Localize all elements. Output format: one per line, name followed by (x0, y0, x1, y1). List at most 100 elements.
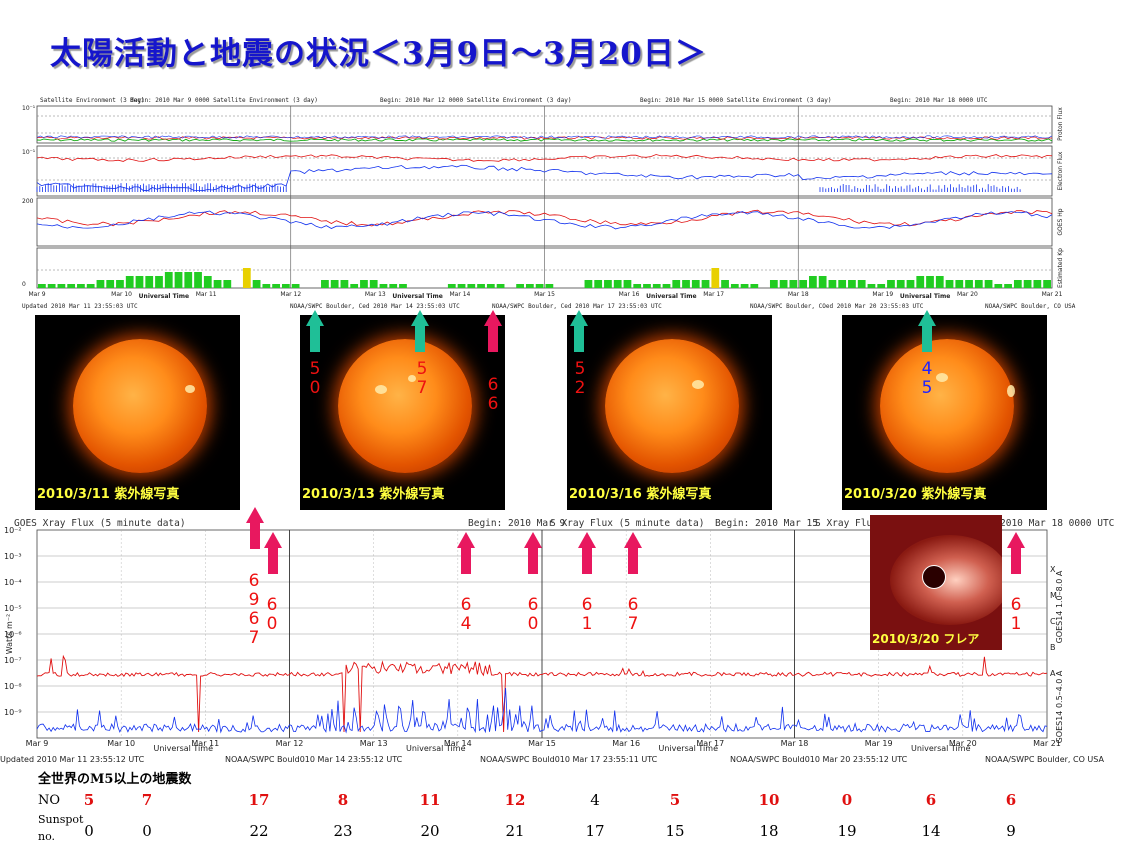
kp-bar (643, 284, 651, 288)
arrow-up-icon (624, 532, 642, 576)
earthquake-count: 4 (590, 791, 600, 809)
kp-bar (477, 284, 485, 288)
kp-bar (867, 284, 876, 288)
kp-bar (535, 284, 544, 288)
kp-bar (828, 280, 837, 288)
panel-label: Estimated Kp (1057, 248, 1064, 288)
kp-bar (740, 284, 749, 288)
kp-bar (691, 280, 700, 288)
x-tick: Mar 9 (28, 291, 45, 298)
kp-bar (213, 280, 222, 288)
kp-bar (994, 284, 1003, 288)
kp-bar (613, 280, 622, 288)
kp-bar (955, 280, 964, 288)
arrow-up-icon (578, 532, 596, 576)
magnitude-label: 5 0 (309, 359, 321, 398)
kp-bar (916, 276, 925, 288)
plot-footer: Updated 2010 Mar 11 23:55:03 UTC (22, 303, 138, 310)
earthquake-count: 7 (141, 791, 153, 809)
x-tick: Mar 9 (26, 739, 49, 748)
arrow-up-icon (918, 310, 936, 354)
sunspot-count: 17 (585, 822, 605, 840)
kp-bar (857, 280, 866, 288)
kp-bar (164, 272, 173, 288)
y-tick: 10⁻⁸ (4, 682, 22, 691)
plot-header: S Xray Flux (5 (815, 518, 895, 529)
no-row-label: NO (38, 793, 61, 808)
plot-footer: NOAA/SWPC Boulder, CO USA (985, 755, 1105, 764)
kp-bar (467, 284, 476, 288)
sunspot-count: 21 (505, 822, 525, 840)
kp-bar (769, 280, 778, 288)
kp-bar (1004, 284, 1012, 288)
plot-header: Begin: 2010 Mar 18 0000 UTC (890, 97, 988, 104)
kp-bar (447, 284, 456, 288)
kp-bar (779, 280, 788, 288)
magnitude-label: 4 5 (921, 359, 933, 398)
x-tick: Mar 18 (781, 739, 809, 748)
kp-bar (86, 284, 95, 288)
kp-bar (457, 284, 466, 288)
kp-bar (838, 280, 847, 288)
kp-bar (194, 272, 202, 288)
magnitude-label: 6 9 6 7 (248, 571, 260, 648)
plot-header: Begin: 2010 Mar 15 0000 Satellite Enviro… (640, 97, 831, 104)
kp-bar (379, 284, 388, 288)
kp-bar (809, 276, 817, 288)
sun-image-mar16: 2010/3/16 紫外線写真 (567, 315, 772, 510)
plot-header: S Xray Flux (5 minute data) (550, 518, 704, 529)
axis-label: Universal Time (392, 293, 442, 300)
kp-bar (106, 280, 115, 288)
y-tick: 10⁻¹ (22, 149, 36, 156)
x-tick: Mar 21 (1042, 291, 1063, 298)
kp-bar (1013, 280, 1022, 288)
y-tick: 10⁻³ (4, 552, 22, 561)
y-tick: 10⁻⁹ (4, 708, 22, 717)
x-tick: Mar 14 (444, 739, 472, 748)
kp-bar (633, 284, 642, 288)
x-tick: Mar 20 (957, 291, 978, 298)
kp-bar (652, 284, 661, 288)
axis-label: Universal Time (646, 293, 696, 300)
earthquake-count: 0 (841, 791, 853, 809)
earthquake-count: 12 (504, 791, 526, 809)
kp-bar (399, 284, 407, 288)
kp-bar (584, 280, 593, 288)
kp-bar (116, 280, 124, 288)
sunspot-count: 19 (837, 822, 857, 840)
kp-bar (330, 280, 339, 288)
magnitude-label: 6 0 (527, 595, 539, 634)
y-tick: 10⁻² (4, 526, 22, 535)
series-label-short: GOES14 0.5–4.0 A (1055, 670, 1064, 743)
plot-footer: Updated 2010 Mar 11 23:55:12 UTC (0, 755, 145, 764)
plot-header: GOES Xray Flux (5 minute data) (14, 518, 186, 529)
kp-bar (272, 284, 280, 288)
earthquake-count: 10 (758, 791, 780, 809)
earthquake-count: 11 (419, 791, 441, 809)
y-tick: 10⁻¹ (22, 105, 36, 112)
kp-bar (887, 280, 895, 288)
kp-bar (96, 280, 105, 288)
sunspot-count: 0 (142, 822, 152, 840)
plot-header: Begin: 2010 Mar 12 0000 Satellite Enviro… (380, 97, 571, 104)
series-label-long: GOES14 1.0–8.0 A (1055, 570, 1064, 643)
flare-caption: 2010/3/20 フレア (872, 632, 980, 646)
x-tick: Mar 19 (872, 291, 893, 298)
kp-bar (682, 280, 690, 288)
sunspot-count: 22 (249, 822, 269, 840)
x-tick: Mar 19 (865, 739, 893, 748)
kp-bar (711, 268, 720, 288)
x-tick: Mar 16 (612, 739, 640, 748)
arrow-up-icon (570, 310, 588, 354)
panel-label: GOES Hp (1057, 208, 1064, 235)
magnitude-label: 6 0 (266, 595, 278, 634)
plot-footer: NOAA/SWPC Bould010 Mar 20 23:55:12 UTC (730, 755, 908, 764)
sun-caption: 2010/3/16 紫外線写真 (569, 487, 712, 502)
earthquake-count: 5 (669, 791, 681, 809)
page-title: 太陽活動と地震の状況＜3月9日～3月20日＞ (50, 36, 707, 72)
kp-bar (350, 284, 359, 288)
kp-bar (926, 276, 934, 288)
sunspot-count: 14 (921, 822, 941, 840)
panel-label: Proton Flux (1057, 107, 1064, 141)
kp-bar (945, 280, 954, 288)
